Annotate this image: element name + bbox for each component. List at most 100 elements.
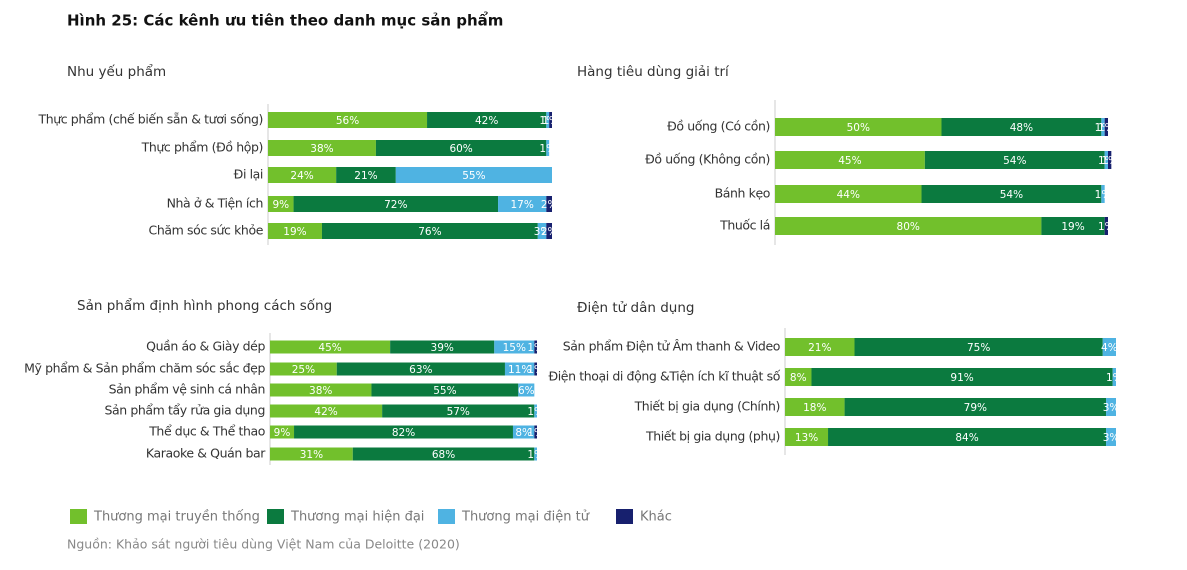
- category-label: Sản phẩm tẩy rửa gia dụng: [104, 403, 265, 418]
- value-label: 6%: [518, 385, 535, 397]
- bar-segment: [854, 338, 1103, 356]
- value-label: 82%: [392, 427, 415, 439]
- value-label: 50%: [847, 122, 870, 134]
- bar-segment: [1104, 151, 1108, 169]
- legend-label: Thương mại truyền thống: [93, 510, 260, 525]
- bar-segment: [828, 428, 1107, 446]
- bar-segment: [921, 185, 1102, 203]
- value-label: 55%: [462, 170, 485, 182]
- value-label: 21%: [354, 170, 377, 182]
- value-label: 2%: [541, 199, 558, 211]
- bar-segment: [546, 112, 550, 128]
- bar-segment: [1106, 428, 1116, 446]
- value-label: 91%: [950, 372, 973, 384]
- value-label: 24%: [290, 170, 313, 182]
- panel-title: Hàng tiêu dùng giải trí: [577, 64, 730, 80]
- bar-segment: [268, 167, 337, 183]
- value-label: 1%: [1106, 372, 1123, 384]
- bar-segment: [534, 425, 537, 439]
- category-label: Thực phẩm (chế biến sẵn & tươi sống): [37, 112, 263, 127]
- value-label: 39%: [431, 342, 454, 354]
- legend-label: Thương mại điện tử: [461, 510, 590, 525]
- bar-segment: [390, 340, 495, 354]
- value-label: 3%: [1103, 402, 1120, 414]
- category-label: Quần áo & Giày dép: [146, 339, 265, 354]
- bar-segment: [268, 196, 294, 212]
- legend-swatch: [438, 509, 455, 524]
- bar-segment: [537, 223, 547, 239]
- value-label: 1%: [527, 364, 544, 376]
- bar-segment: [498, 196, 547, 212]
- value-label: 45%: [318, 342, 341, 354]
- bar-segment: [534, 340, 537, 354]
- bar-segment: [546, 196, 552, 212]
- value-label: 1%: [527, 342, 544, 354]
- value-label: 25%: [292, 364, 315, 376]
- bar-segment: [270, 362, 337, 376]
- bar-segment: [321, 223, 538, 239]
- category-label: Sản phẩm vệ sinh cá nhân: [109, 382, 265, 397]
- category-label: Chăm sóc sức khỏe: [149, 223, 264, 238]
- bar-segment: [1102, 338, 1116, 356]
- bar-segment: [1104, 118, 1108, 136]
- value-label: 44%: [837, 189, 860, 201]
- value-label: 38%: [309, 385, 332, 397]
- legend-label: Khác: [640, 510, 672, 525]
- bar-segment: [270, 425, 295, 439]
- bar-segment: [1112, 368, 1116, 386]
- value-label: 15%: [503, 342, 526, 354]
- bar-segment: [1108, 151, 1112, 169]
- bar-segment: [268, 112, 428, 128]
- value-label: 3%: [534, 226, 551, 238]
- value-label: 75%: [967, 342, 990, 354]
- bar-segment: [336, 167, 396, 183]
- value-label: 56%: [336, 115, 359, 127]
- bar-segment: [534, 362, 537, 376]
- legend-swatch: [267, 509, 284, 524]
- bar-segment: [270, 383, 372, 397]
- legend-swatch: [70, 509, 87, 524]
- bar-segment: [1104, 217, 1108, 235]
- value-label: 1%: [1098, 221, 1115, 233]
- value-label: 18%: [803, 402, 826, 414]
- value-label: 55%: [433, 385, 456, 397]
- panel-title: Sản phẩm định hình phong cách sống: [77, 297, 332, 314]
- category-label: Sản phẩm Điện tử Âm thanh & Video: [563, 339, 780, 354]
- category-label: Đồ uống (Có cồn): [667, 119, 770, 134]
- value-label: 38%: [310, 143, 333, 155]
- value-label: 45%: [838, 155, 861, 167]
- bar-segment: [512, 425, 535, 439]
- bar-segment: [427, 112, 547, 128]
- bar-segment: [268, 223, 322, 239]
- bar-segment: [785, 398, 845, 416]
- bar-segment: [268, 140, 376, 156]
- value-label: 1%: [542, 115, 559, 127]
- value-label: 1%: [1101, 155, 1118, 167]
- value-label: 21%: [808, 342, 831, 354]
- value-label: 2%: [541, 226, 558, 238]
- category-label: Thiết bị gia dụng (phụ): [645, 429, 780, 444]
- bar-segment: [775, 185, 922, 203]
- value-label: 8%: [515, 427, 532, 439]
- category-label: Karaoke & Quán bar: [146, 446, 266, 461]
- bar-segment: [504, 362, 535, 376]
- bar-segment: [775, 118, 942, 136]
- value-label: 3%: [1103, 432, 1120, 444]
- panel-title: Điện tử dân dụng: [577, 300, 694, 316]
- category-label: Đồ uống (Không cồn): [645, 152, 770, 167]
- bar-segment: [494, 340, 535, 354]
- bar-segment: [1041, 217, 1105, 235]
- bar-segment: [549, 112, 552, 128]
- bar-segment: [785, 338, 855, 356]
- bar-segment: [352, 447, 535, 461]
- value-label: 72%: [384, 199, 407, 211]
- value-label: 57%: [447, 406, 470, 418]
- category-label: Thể dục & Thể thao: [148, 424, 265, 439]
- category-label: Thuốc lá: [719, 218, 770, 233]
- value-label: 54%: [1000, 189, 1023, 201]
- bar-segment: [336, 362, 505, 376]
- value-label: 1%: [539, 143, 556, 155]
- bar-segment: [785, 368, 812, 386]
- source-note: Nguồn: Khảo sát người tiêu dùng Việt Nam…: [67, 537, 460, 552]
